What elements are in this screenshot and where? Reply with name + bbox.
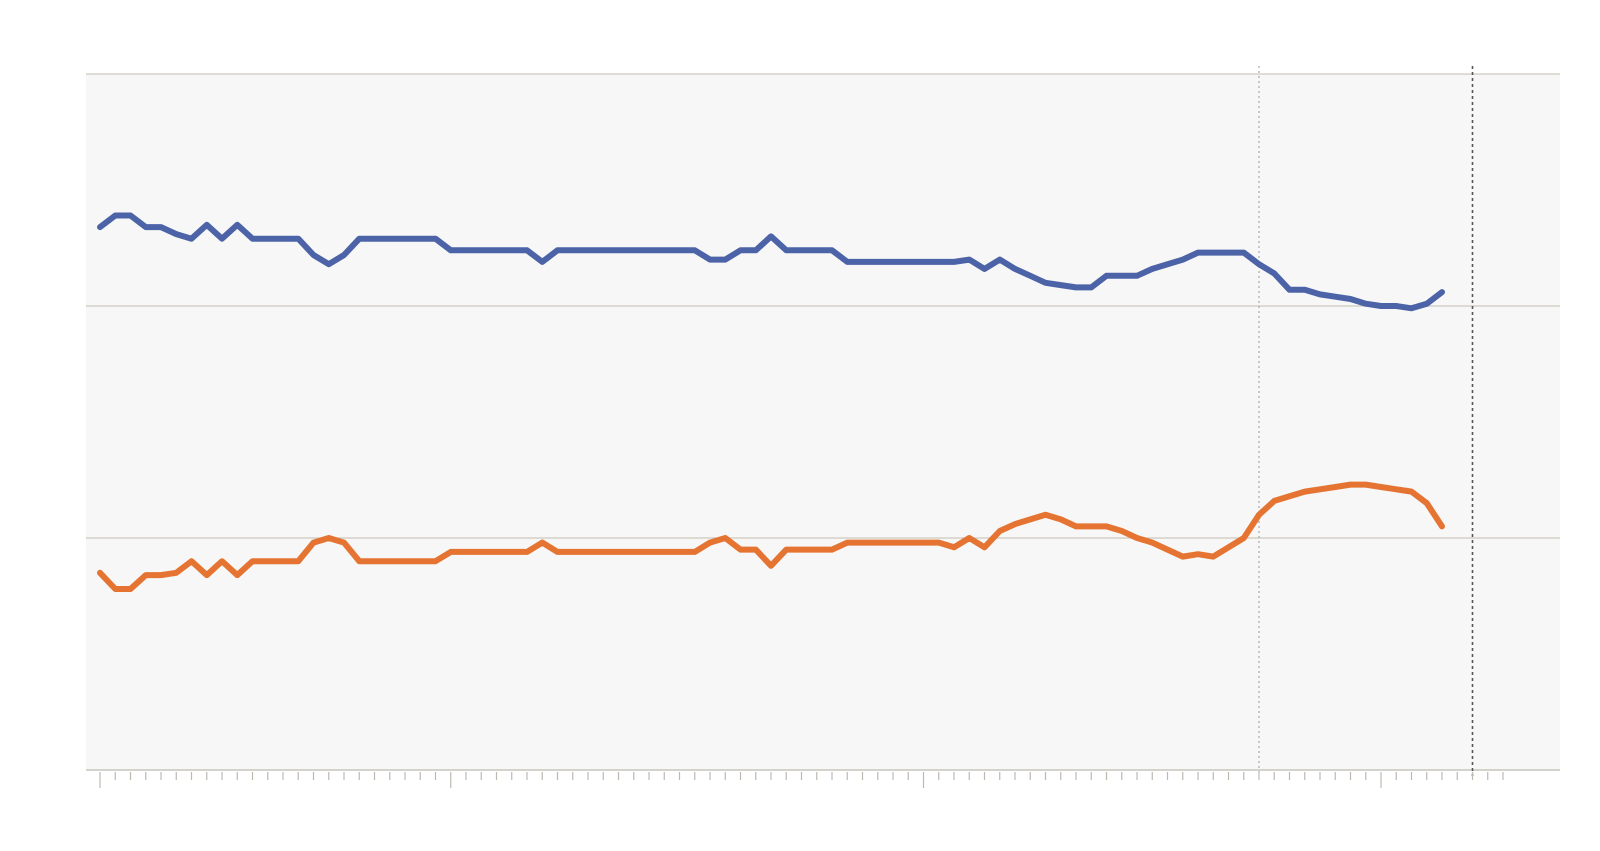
vertical-markers — [1258, 66, 1474, 776]
series-line-2 — [97, 481, 1445, 592]
series-lines — [97, 212, 1445, 592]
series-line-1 — [97, 212, 1445, 312]
plot-area — [86, 74, 1560, 770]
x-axis — [99, 772, 1504, 788]
